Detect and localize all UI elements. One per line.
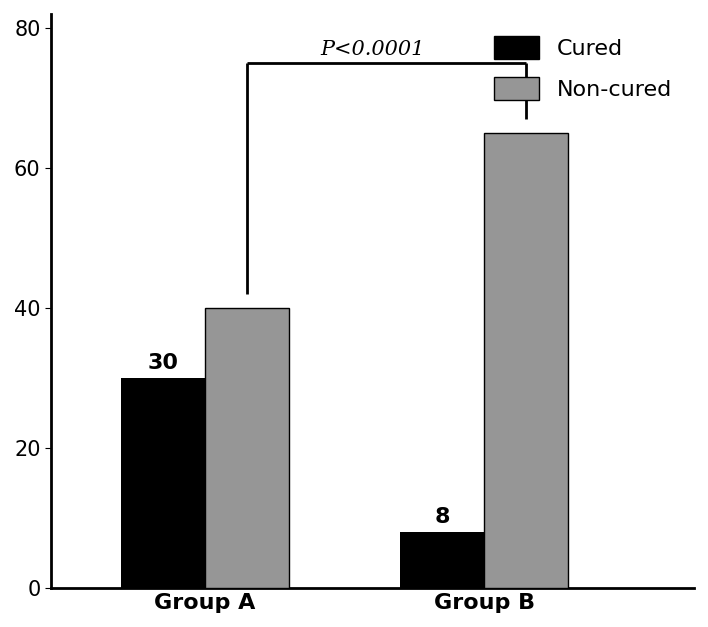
Text: 30: 30: [147, 352, 178, 372]
Bar: [401, 532, 484, 588]
Bar: [121, 378, 205, 588]
Text: 8: 8: [435, 507, 450, 527]
Bar: [484, 133, 569, 588]
Text: P<0.0001: P<0.0001: [320, 40, 425, 60]
Bar: [205, 308, 289, 588]
Legend: Cured, Non-cured: Cured, Non-cured: [484, 25, 683, 111]
